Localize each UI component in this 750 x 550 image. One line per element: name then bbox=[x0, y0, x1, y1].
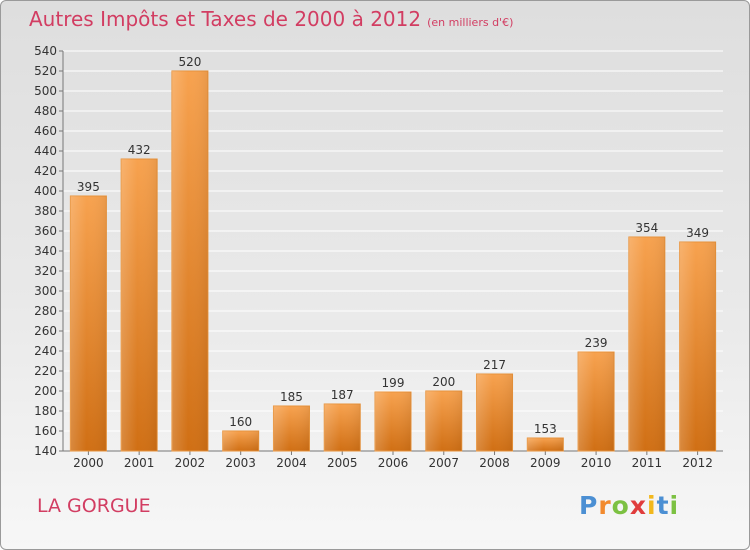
x-tick-label-2012: 2012 bbox=[682, 456, 713, 470]
x-tick-label-2000: 2000 bbox=[73, 456, 104, 470]
y-tick-label: 400 bbox=[34, 184, 57, 198]
y-tick-label: 280 bbox=[34, 304, 57, 318]
data-label-2012: 349 bbox=[686, 226, 709, 240]
bar-2012 bbox=[679, 241, 717, 452]
x-tick-label-2011: 2011 bbox=[632, 456, 663, 470]
y-tick-label: 160 bbox=[34, 424, 57, 438]
bar-2008 bbox=[476, 373, 514, 452]
y-tick-label: 200 bbox=[34, 384, 57, 398]
data-label-2010: 239 bbox=[585, 336, 608, 350]
chart-title-text: Autres Impôts et Taxes de 2000 à 2012 bbox=[29, 7, 422, 31]
data-label-2006: 199 bbox=[382, 376, 405, 390]
bar-2004 bbox=[272, 405, 310, 452]
x-tick-label-2007: 2007 bbox=[428, 456, 459, 470]
y-tick-label: 520 bbox=[34, 64, 57, 78]
bar-2010 bbox=[577, 351, 615, 452]
data-label-2008: 217 bbox=[483, 358, 506, 372]
y-tick-label: 360 bbox=[34, 224, 57, 238]
bar-2009 bbox=[526, 437, 564, 452]
data-label-2001: 432 bbox=[128, 143, 151, 157]
chart-unit-note: (en milliers d'€) bbox=[427, 16, 514, 29]
bar-2005 bbox=[323, 403, 361, 452]
x-tick-label-2003: 2003 bbox=[225, 456, 256, 470]
y-tick-label: 500 bbox=[34, 84, 57, 98]
y-tick-label: 300 bbox=[34, 284, 57, 298]
grid-lines bbox=[63, 50, 723, 452]
y-tick-label: 240 bbox=[34, 344, 57, 358]
y-tick-label: 440 bbox=[34, 144, 57, 158]
bars bbox=[69, 70, 717, 452]
x-tick-label-2010: 2010 bbox=[581, 456, 612, 470]
bar-2007 bbox=[425, 390, 463, 452]
chart-title: Autres Impôts et Taxes de 2000 à 2012 (en… bbox=[29, 7, 513, 31]
y-tick-label: 180 bbox=[34, 404, 57, 418]
data-label-2002: 520 bbox=[178, 55, 201, 69]
bar-2001 bbox=[120, 158, 158, 452]
y-tick-label: 380 bbox=[34, 204, 57, 218]
bar-2006 bbox=[374, 391, 412, 452]
proxiti-logo: Proxiti bbox=[579, 491, 680, 520]
y-tick-label: 140 bbox=[34, 444, 57, 458]
x-tick-label-2008: 2008 bbox=[479, 456, 510, 470]
y-tick-label: 260 bbox=[34, 324, 57, 338]
data-label-2009: 153 bbox=[534, 422, 557, 436]
y-tick-label: 340 bbox=[34, 244, 57, 258]
y-tick-label: 540 bbox=[34, 44, 57, 58]
y-tick-label: 420 bbox=[34, 164, 57, 178]
data-label-2004: 185 bbox=[280, 390, 303, 404]
data-labels: 395 432 520 160 185 187 199 200 217 153 239 354 349 bbox=[77, 55, 709, 436]
commune-name: LA GORGUE bbox=[37, 495, 151, 517]
data-label-2000: 395 bbox=[77, 180, 100, 194]
x-tick-labels: 2000 2001 2002 2003 2004 2005 2006 2007 2008 2009… bbox=[73, 456, 713, 470]
bar-2000 bbox=[69, 195, 107, 452]
data-label-2003: 160 bbox=[229, 415, 252, 429]
bar-2011 bbox=[628, 236, 666, 452]
x-tick-label-2001: 2001 bbox=[124, 456, 155, 470]
y-tick-label: 220 bbox=[34, 364, 57, 378]
x-tick-label-2009: 2009 bbox=[530, 456, 561, 470]
bar-2003 bbox=[222, 430, 260, 452]
y-tick-label: 460 bbox=[34, 124, 57, 138]
y-tick-labels: 140 160 180 200 220 240 260 280 300 320 340 360 380 4… bbox=[34, 44, 57, 458]
x-tick-label-2005: 2005 bbox=[327, 456, 358, 470]
data-label-2005: 187 bbox=[331, 388, 354, 402]
x-tick-label-2006: 2006 bbox=[378, 456, 409, 470]
y-tick-label: 480 bbox=[34, 104, 57, 118]
y-tick-label: 320 bbox=[34, 264, 57, 278]
bar-2002 bbox=[171, 70, 209, 452]
data-label-2011: 354 bbox=[635, 221, 658, 235]
x-tick-label-2004: 2004 bbox=[276, 456, 307, 470]
x-tick-label-2002: 2002 bbox=[175, 456, 206, 470]
data-label-2007: 200 bbox=[432, 375, 455, 389]
